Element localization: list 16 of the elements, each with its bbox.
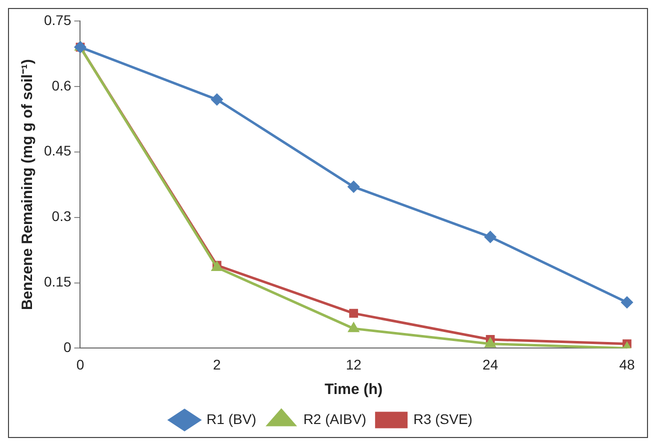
x-tick-label: 12: [346, 356, 362, 372]
legend-label: R2 (AIBV): [303, 410, 366, 427]
x-axis-title: Time (h): [324, 381, 383, 398]
x-tick-label: 24: [482, 356, 498, 372]
y-tick-label: 0.6: [52, 77, 72, 94]
x-tick-label: 48: [619, 356, 635, 372]
y-tick-label: 0.15: [44, 274, 72, 290]
x-tick-label: 2: [213, 356, 222, 372]
y-axis-title: Benzene Remaining (mg g of soil⁻¹): [19, 59, 36, 310]
y-tick-label: 0.45: [44, 142, 72, 159]
x-tick-label: 0: [76, 356, 84, 372]
y-tick-label: 0.3: [52, 208, 72, 224]
legend-label: R1 (BV): [206, 410, 256, 427]
legend-label: R3 (SVE): [413, 410, 472, 427]
y-tick-label: 0: [63, 339, 72, 356]
y-tick-label: 0.75: [44, 12, 72, 28]
